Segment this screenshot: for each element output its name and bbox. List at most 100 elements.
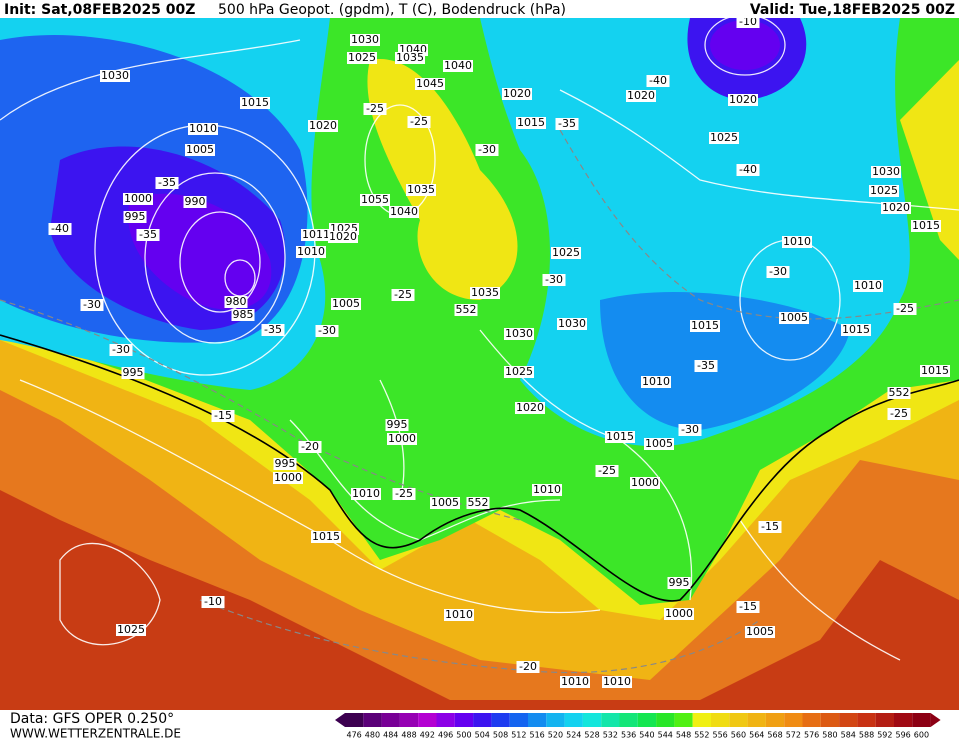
contour-label: 995: [669, 576, 690, 589]
scale-swatch: [619, 713, 638, 727]
label-box: [443, 60, 473, 72]
contour-label: 1030: [505, 327, 533, 340]
label-box: [261, 324, 285, 336]
label-box: [444, 609, 474, 621]
scale-swatch: [656, 713, 675, 727]
scale-label: 508: [493, 731, 508, 740]
label-box: [231, 309, 255, 321]
label-box: [779, 312, 809, 324]
label-box: [736, 164, 760, 176]
scale-label: 528: [584, 731, 599, 740]
label-box: [678, 424, 702, 436]
label-box: [395, 52, 425, 64]
label-box: [308, 120, 338, 132]
label-box: [532, 484, 562, 496]
scale-swatch: [857, 713, 876, 727]
contour-label: 1000: [665, 607, 693, 620]
label-box: [328, 231, 358, 243]
contour-label: -40: [51, 222, 69, 235]
label-box: [728, 94, 758, 106]
scale-swatch: [601, 713, 620, 727]
label-box: [183, 196, 207, 208]
contour-label: 1020: [729, 93, 757, 106]
label-box: [667, 577, 691, 589]
contour-label: -25: [394, 288, 412, 301]
valid-time: Valid: Tue,18FEB2025 00Z: [750, 2, 955, 18]
label-box: [504, 328, 534, 340]
contour-label: -30: [545, 273, 563, 286]
contour-label: -30: [83, 298, 101, 311]
contour-label: -30: [112, 343, 130, 356]
scale-swatch: [546, 713, 565, 727]
contour-label: -15: [761, 520, 779, 533]
label-box: [736, 601, 760, 613]
reference-line: [0, 334, 959, 602]
contour-label: 552: [889, 386, 910, 399]
data-source: Data: GFS OPER 0.250°: [10, 711, 174, 727]
label-box: [664, 608, 694, 620]
label-box: [298, 441, 322, 453]
contour-label: 1015: [517, 116, 545, 129]
scale-swatch: [399, 713, 419, 727]
contour-label: -10: [739, 15, 757, 28]
scale-label: 484: [383, 731, 398, 740]
label-box: [201, 596, 225, 608]
contour-label: 1035: [396, 51, 424, 64]
label-box: [385, 419, 409, 431]
contour-label: 1005: [186, 143, 214, 156]
contour-label: 552: [456, 303, 477, 316]
scale-label: 540: [639, 731, 654, 740]
label-box: [470, 287, 500, 299]
contour-label: -15: [214, 409, 232, 422]
scale-swatch: [802, 713, 821, 727]
scale-label: 504: [475, 731, 490, 740]
label-box: [853, 280, 883, 292]
label-box: [224, 296, 248, 308]
label-box: [515, 402, 545, 414]
contour-label: 995: [275, 457, 296, 470]
contour-label: -30: [478, 143, 496, 156]
label-box: [644, 438, 674, 450]
label-box: [121, 367, 145, 379]
scale-label: 596: [896, 731, 911, 740]
contour-label: 1020: [516, 401, 544, 414]
scale-swatch: [875, 713, 894, 727]
scale-swatch: [418, 713, 437, 727]
label-box: [871, 166, 901, 178]
contour-label: 1010: [603, 675, 631, 688]
contour-label: 1000: [388, 432, 416, 445]
label-box: [415, 78, 445, 90]
contour-label: -25: [395, 487, 413, 500]
contour-label: 1025: [870, 184, 898, 197]
scale-swatch: [839, 713, 858, 727]
contour-label: -35: [264, 323, 282, 336]
contour-label: 980: [226, 295, 247, 308]
label-box: [347, 52, 377, 64]
contour-label: 1010: [189, 122, 217, 135]
label-box: [841, 324, 871, 336]
scale-label: 568: [767, 731, 782, 740]
contour-label: 1030: [558, 317, 586, 330]
label-box: [387, 433, 417, 445]
contour-label: 1025: [710, 131, 738, 144]
contour-label: -35: [158, 176, 176, 189]
scale-label: 516: [530, 731, 545, 740]
label-box: [766, 266, 790, 278]
label-box: [646, 75, 670, 87]
label-box: [709, 132, 739, 144]
label-box: [430, 497, 460, 509]
label-box: [80, 299, 104, 311]
scale-label: 492: [420, 731, 435, 740]
label-box: [301, 229, 331, 241]
scale-label: 496: [438, 731, 453, 740]
contour-label: 1000: [124, 192, 152, 205]
label-box: [389, 206, 419, 218]
contour-label: 1035: [471, 286, 499, 299]
scale-swatch: [692, 713, 711, 727]
label-box: [557, 318, 587, 330]
contour-label: 1010: [561, 675, 589, 688]
label-box: [605, 431, 635, 443]
label-box: [466, 497, 490, 509]
contour-label: 1030: [101, 69, 129, 82]
